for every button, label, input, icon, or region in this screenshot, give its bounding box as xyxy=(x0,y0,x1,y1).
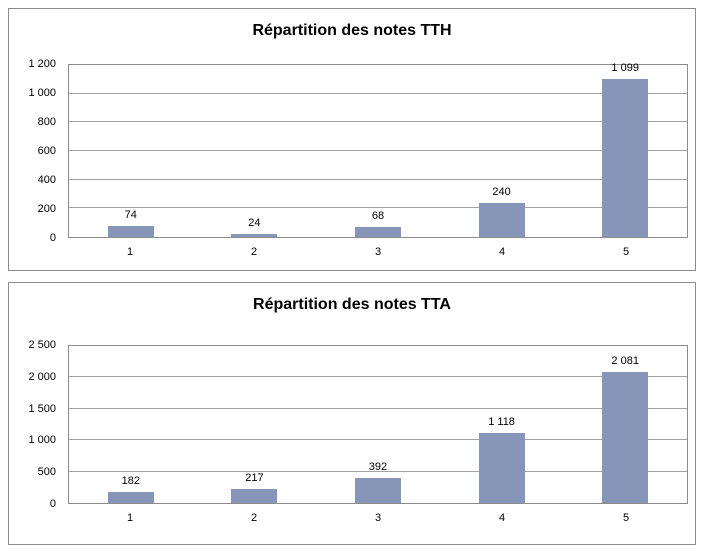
chart-panel-tth: Répartition des notes TTH 0 200 400 600 800 1… xyxy=(8,8,696,271)
bar-slot: 24 xyxy=(193,65,317,237)
bar-slot: 74 xyxy=(69,65,193,237)
bar: 74 xyxy=(107,209,154,237)
gridline xyxy=(69,439,687,441)
chart-title-tta: Répartition des notes TTA xyxy=(253,296,451,313)
bar: 392 xyxy=(354,461,401,503)
gridline xyxy=(69,92,687,94)
bar-value-label: 182 xyxy=(121,474,140,487)
y-tick-label: 500 xyxy=(37,466,56,479)
bar-slot: 392 xyxy=(316,346,440,503)
bar: 240 xyxy=(478,186,525,237)
bar-slot: 2 081 xyxy=(563,346,687,503)
chart-title-tth: Répartition des notes TTH xyxy=(252,22,452,39)
y-axis: 0 500 1 000 1 500 2 000 2 500 xyxy=(9,339,68,510)
x-tick-label: 2 xyxy=(250,512,258,524)
bar-value-label: 1 099 xyxy=(611,62,639,75)
bar-value-label: 240 xyxy=(492,185,511,198)
bar: 217 xyxy=(231,472,278,503)
y-tick-label: 2 500 xyxy=(28,339,56,351)
bar: 68 xyxy=(354,210,401,237)
x-tick-label: 1 xyxy=(126,246,134,258)
bar-value-label: 2 081 xyxy=(611,355,639,368)
gridline xyxy=(69,207,687,209)
chart-panel-tta: Répartition des notes TTA 0 500 1 000 1 500… xyxy=(8,282,696,545)
bar: 24 xyxy=(231,217,278,237)
bar-slot: 240 xyxy=(440,65,564,237)
x-tick-label: 1 xyxy=(126,512,134,524)
plot-area: 74 24 68 240 1 099 xyxy=(68,62,688,238)
bar: 1 099 xyxy=(602,62,649,237)
gridline xyxy=(69,150,687,151)
bar-value-label: 68 xyxy=(371,210,385,223)
bar-value-label: 24 xyxy=(248,216,261,229)
y-axis: 0 200 400 600 800 1 000 1 200 xyxy=(9,58,68,244)
bar-value-label: 74 xyxy=(124,209,137,222)
bar: 2 081 xyxy=(602,355,649,503)
y-tick-label: 600 xyxy=(37,145,56,157)
y-tick-label: 1 000 xyxy=(28,434,56,447)
gridline xyxy=(69,470,687,472)
bar-value-label: 392 xyxy=(368,461,388,474)
y-tick-label: 200 xyxy=(37,203,56,216)
bar-value-label: 217 xyxy=(245,472,264,485)
x-tick-label: 4 xyxy=(498,512,506,524)
y-tick-label: 1 500 xyxy=(28,402,56,415)
x-axis: 1 2 3 4 5 xyxy=(68,504,688,525)
y-tick-label: 2 000 xyxy=(28,370,56,383)
bar-slot: 217 xyxy=(193,346,317,503)
bar-slot: 182 xyxy=(69,346,193,503)
gridline xyxy=(69,121,687,123)
bar: 1 118 xyxy=(478,416,525,503)
x-tick-label: 5 xyxy=(622,246,630,258)
bar-slot: 1 099 xyxy=(563,62,687,237)
gridline xyxy=(69,407,687,409)
x-tick-label: 3 xyxy=(374,246,382,258)
bar-value-label: 1 118 xyxy=(488,415,515,428)
x-axis: 1 2 3 4 5 xyxy=(68,238,688,259)
x-tick-label: 4 xyxy=(498,246,506,258)
x-tick-label: 3 xyxy=(374,512,382,524)
y-tick-label: 0 xyxy=(49,232,56,244)
gridline xyxy=(69,376,687,378)
bar: 182 xyxy=(107,475,154,503)
y-tick-label: 0 xyxy=(49,498,56,510)
gridline xyxy=(69,178,687,180)
y-tick-label: 400 xyxy=(37,174,56,187)
y-tick-label: 1 200 xyxy=(28,58,56,70)
bar-slot: 1 118 xyxy=(440,346,564,503)
bar-slot: 68 xyxy=(316,65,440,237)
x-tick-label: 2 xyxy=(250,246,258,258)
x-tick-label: 5 xyxy=(622,512,630,524)
plot-area: 182 217 392 1 118 2 081 xyxy=(68,345,688,504)
y-tick-label: 1 000 xyxy=(28,87,56,99)
y-tick-label: 800 xyxy=(37,116,56,129)
